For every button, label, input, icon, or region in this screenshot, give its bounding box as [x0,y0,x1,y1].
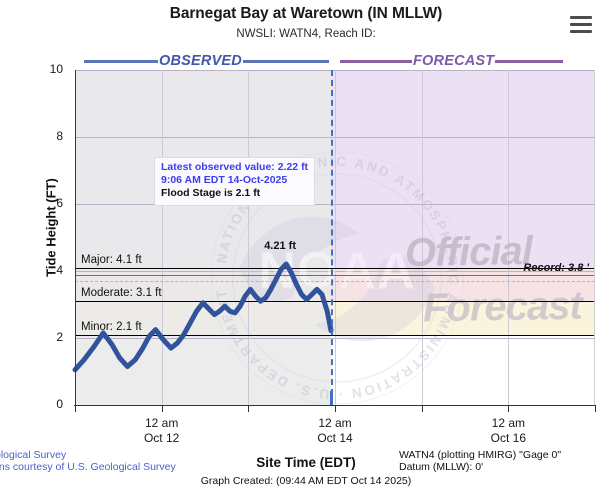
gridline-x-4 [421,70,423,405]
stage-label-major: Major: 4.1 ft [81,253,142,266]
page-subtitle: NWSLI: WATN4, Reach ID: [236,28,376,40]
stage-line-moderate [75,301,595,303]
record-level-line [75,275,595,277]
gridline-x-3 [335,70,336,405]
y-axis-title: Tide Height (FT) [43,178,59,277]
x-axis-label-date-2: Oct 16 [490,431,526,445]
legend-line-observed [84,59,158,63]
annotation-latest-value: Latest observed value: 2.22 ft [161,161,309,173]
x-axis-tick-6 [595,405,596,412]
current-time-line [331,70,333,405]
hamburger-menu-icon[interactable] [570,16,592,33]
x-axis-title: Site Time (EDT) [256,455,356,470]
stage-line-minor [75,334,595,336]
y-axis-tick-8: 8 [56,129,63,143]
stage-line-major [75,267,595,269]
observed-period-shading [75,70,331,405]
legend-line-observed-right [242,59,329,63]
page-title: Barnegat Bay at Waretown (IN MLLW) [169,5,443,22]
x-axis-label-2: 12 am Oct 16 [463,416,553,446]
x-axis-tick-3 [335,405,336,412]
annotation-timestamp: 9:06 AM EDT 14-Oct-2025 [161,174,288,187]
x-axis-tick-2 [248,405,250,412]
footer-credit-line2: ations courtesy of U.S. Geological Surve… [0,461,176,473]
y-axis-tick-6: 6 [56,196,63,210]
gridline-x-1 [161,70,163,405]
plot-border [75,70,595,405]
legend-label-observed: OBSERVED [159,53,242,69]
legend-line-forecast-right [495,59,564,63]
gridline-x-5 [508,70,510,405]
record-level-label: Record: 3.8 ' [523,262,589,275]
tide-height-series [72,261,334,373]
footer-credit-line1: ological Survey [0,449,67,461]
y-axis-tick-10: 10 [49,62,63,76]
observed-tide-line [72,261,334,373]
x-axis-label-date-1: Oct 14 [317,431,353,445]
legend-line-forecast [340,59,412,63]
footer-gage-info: WATN4 (plotting HMIRG) "Gage 0" [399,449,562,461]
chart-plot-area: NATIONAL OCEANIC AND ATMOSPHERIC ADMINIS… [44,62,596,445]
peak-value-label: 4.21 ft [264,239,296,252]
x-axis-label-time-0: 12 am [144,416,179,430]
x-axis-label-0: 12 am Oct 12 [117,416,207,446]
stage-label-minor: Minor: 2.1 ft [81,320,142,333]
x-axis-tick-1 [161,405,163,412]
x-axis-label-time-1: 12 am [318,416,352,430]
x-axis-tick-0 [75,405,76,412]
latest-observed-annotation: Latest observed value: 2.22 ft 9:06 AM E… [154,157,316,206]
chart-legend: OBSERVED FORECAST [0,50,612,72]
legend-label-forecast: FORECAST [413,53,495,69]
x-axis-label-time-2: 12 am [491,416,525,430]
record-dashed-line [75,281,595,283]
footer-datum-info: Datum (MLLW): 0' [399,461,484,473]
y-axis-tick-4: 4 [56,263,63,277]
x-axis-label-date-0: Oct 12 [143,431,180,445]
current-time-axis-marker [330,391,333,405]
annotation-flood-stage: Flood Stage is 2.1 ft [161,187,261,200]
stage-label-moderate: Moderate: 3.1 ft [81,287,162,300]
y-axis-tick-2: 2 [56,330,63,344]
x-axis-label-1: 12 am Oct 14 [290,416,380,446]
x-axis-tick-5 [508,405,510,412]
y-axis-tick-0: 0 [56,397,63,411]
footer-graph-created: Graph Created: (09:44 AM EDT Oct 14 2025… [200,475,412,487]
gridline-x-2 [248,70,250,405]
legend-item-observed: OBSERVED [84,50,329,72]
x-axis-tick-4 [421,405,423,412]
legend-item-forecast: FORECAST [340,50,564,72]
